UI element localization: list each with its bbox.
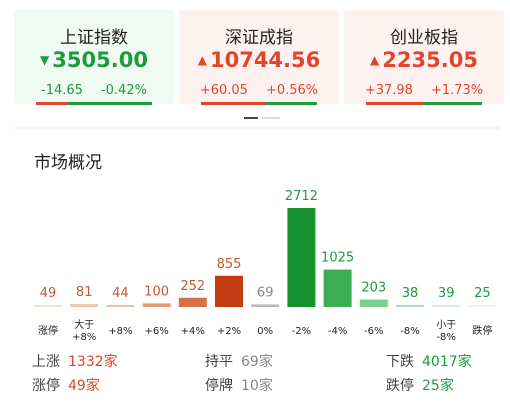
index-change-value: +37.98 [364,83,413,98]
stat-label: 停牌 [205,378,233,394]
index-cards: 上证指数 ▼ 3505.00 -14.65 -0.42% 深证成指 ▲ 10744.5… [14,10,504,105]
index-card-sse[interactable]: 上证指数 ▼ 3505.00 -14.65 -0.42% [14,10,174,105]
stat-up: 上涨 1332家 [32,351,118,371]
index-price: ▼ 3505.00 [40,48,148,72]
stat-value: 1332家 [68,354,118,370]
bar-12 [468,305,497,307]
index-change: +60.05 +0.56% [179,83,339,98]
category-label-3: +6% [144,326,168,337]
bar-4 [178,297,207,307]
advance-decline-bar [36,102,152,105]
stat-limit-down: 跌停 25家 [386,375,454,395]
index-change: +37.98 +1.73% [344,83,504,98]
value-label-7: 2712 [285,189,318,204]
index-change-value: -14.65 [41,83,83,98]
carousel-dot-active [244,117,258,119]
index-price: ▲ 10744.56 [197,48,321,72]
carousel-indicator[interactable] [244,117,280,120]
index-name: 深证成指 [225,28,293,48]
bar-0 [34,305,62,307]
bar-8 [323,269,352,307]
stat-label: 涨停 [32,378,60,394]
category-label-12: 跌停 [472,324,492,337]
category-label-7: -2% [292,326,311,337]
category-label-11: 小于-8% [436,319,456,343]
category-label-0: 涨停 [38,324,58,337]
stat-down: 下跌 4017家 [386,351,472,371]
stat-label: 下跌 [386,354,414,370]
stat-value: 4017家 [422,354,472,370]
index-change-pct: +1.73% [430,83,484,98]
index-change-pct: -0.42% [100,83,147,98]
index-change: -14.65 -0.42% [14,83,174,98]
category-label-6: 0% [257,326,273,337]
triangle-down-icon: ▼ [40,53,50,67]
bar-10 [396,305,424,307]
category-label-5: +2% [217,326,241,337]
stat-value: 25家 [422,378,454,394]
value-label-9: 203 [361,281,386,296]
advance-decline-bar [201,102,317,105]
bar-5 [215,275,243,307]
stat-flat: 持平 69家 [205,351,273,371]
index-change-pct: +0.56% [265,83,319,98]
bar-9 [359,299,388,307]
stat-limit-up: 涨停 49家 [32,375,100,395]
advance-decline-bar [366,102,482,105]
divider [14,127,500,129]
stat-value: 10家 [241,378,273,394]
index-change-value: +60.05 [199,83,248,98]
value-label-6: 69 [257,285,274,300]
value-label-8: 1025 [321,251,354,266]
index-price: ▲ 2235.05 [370,48,478,72]
stat-value: 69家 [241,354,273,370]
section-title: 市场概况 [34,153,102,173]
value-label-4: 252 [180,279,205,294]
stat-label: 上涨 [32,354,60,370]
index-name: 上证指数 [60,28,128,48]
value-label-2: 44 [112,286,129,301]
category-label-9: -6% [364,326,383,337]
stat-suspended: 停牌 10家 [205,375,273,395]
value-label-0: 49 [40,286,57,301]
value-label-10: 38 [402,286,419,301]
stat-value: 49家 [68,378,100,394]
bar-3 [142,303,171,307]
bar-1 [70,304,99,307]
index-card-szse[interactable]: 深证成指 ▲ 10744.56 +60.05 +0.56% [179,10,339,105]
value-label-1: 81 [76,285,93,300]
triangle-up-icon: ▲ [197,53,207,67]
carousel-dot [262,117,280,119]
triangle-up-icon: ▲ [370,53,380,67]
bar-11 [432,305,461,307]
value-label-3: 100 [144,284,169,299]
bar-6 [251,304,280,307]
value-label-5: 855 [217,257,242,272]
value-label-11: 39 [438,286,455,301]
bar-2 [106,305,135,307]
stat-label: 跌停 [386,378,414,394]
category-label-1: 大于+8% [72,318,96,343]
category-label-10: -8% [400,326,419,337]
value-label-12: 25 [474,286,491,301]
index-card-chinext[interactable]: 创业板指 ▲ 2235.05 +37.98 +1.73% [344,10,504,105]
category-label-8: -4% [328,326,347,337]
stat-label: 持平 [205,354,233,370]
bar-7 [287,208,316,307]
category-label-2: +8% [108,326,132,337]
index-name: 创业板指 [390,28,458,48]
category-label-4: +4% [181,326,205,337]
